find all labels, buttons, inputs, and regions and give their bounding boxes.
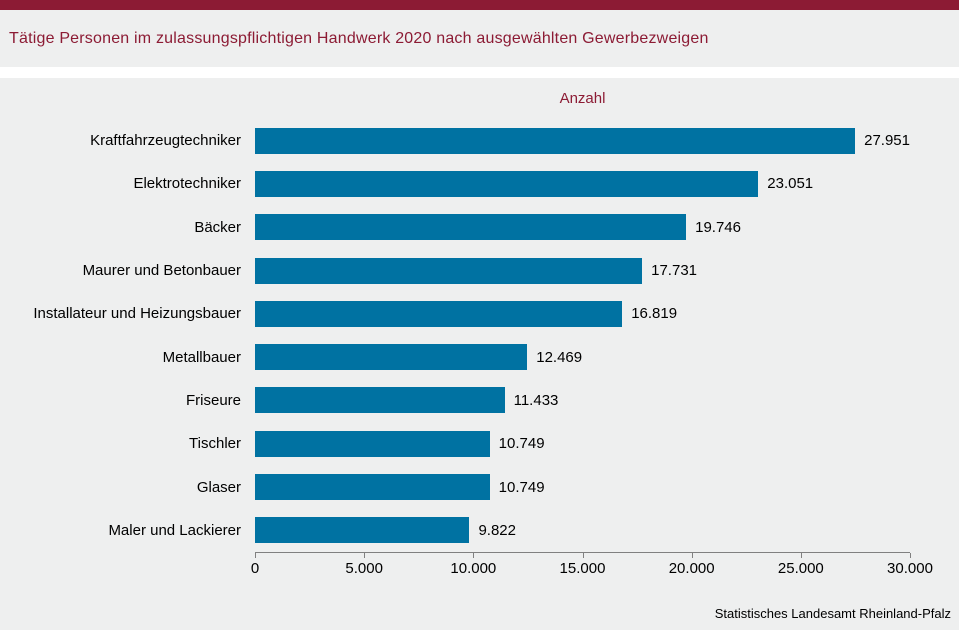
bar [255, 387, 505, 414]
bar-area: 23.051 [255, 170, 910, 197]
value-label: 23.051 [767, 175, 814, 193]
bar [255, 430, 490, 457]
category-label: Tischler [189, 435, 241, 453]
chart-rows: Kraftfahrzeugtechniker 27.951 Elektrotec… [0, 119, 959, 552]
bar [255, 517, 470, 544]
chart-row: Installateur und Heizungsbauer 16.819 [0, 292, 959, 335]
bar [255, 474, 490, 501]
axis-tick [910, 553, 911, 558]
chart-row: Friseure 11.433 [0, 379, 959, 422]
chart-row: Glaser 10.749 [0, 465, 959, 508]
category-label: Friseure [185, 391, 241, 409]
bar [255, 344, 528, 371]
axis-title: Anzahl [559, 90, 606, 107]
bar [255, 127, 856, 154]
axis-tick-label: 0 [250, 560, 260, 577]
bar [255, 300, 623, 327]
title-band: Tätige Personen im zulassungspflichtigen… [0, 10, 959, 67]
bar-area: 10.749 [255, 474, 910, 501]
axis-tick-label: 10.000 [450, 560, 497, 577]
chart-row: Tischler 10.749 [0, 422, 959, 465]
chart-row: Bäcker 19.746 [0, 206, 959, 249]
header-accent-bar [0, 0, 959, 10]
chart-row: Maurer und Betonbauer 17.731 [0, 249, 959, 292]
axis-tick [691, 553, 693, 558]
value-label: 27.951 [864, 132, 910, 150]
axis-tick [582, 553, 584, 558]
axis-tick-label: 30.000 [887, 560, 933, 577]
axis-tick [473, 553, 475, 558]
bar-area: 27.951 [255, 127, 910, 154]
source-attribution: Statistisches Landesamt Rheinland-Pfalz [714, 606, 951, 621]
value-label: 19.746 [695, 218, 741, 236]
axis-tick [364, 553, 366, 558]
category-label: Elektrotechniker [133, 175, 241, 193]
axis-tick [800, 553, 802, 558]
category-label: Installateur und Heizungsbauer [33, 305, 241, 323]
axis-tick-label: 15.000 [559, 560, 606, 577]
chart-row: Metallbauer 12.469 [0, 335, 959, 378]
category-label: Kraftfahrzeugtechniker [90, 132, 241, 150]
bar-area: 12.469 [255, 344, 910, 371]
bar [255, 257, 643, 284]
page-title: Tätige Personen im zulassungspflichtigen… [9, 29, 709, 47]
chart-row: Kraftfahrzeugtechniker 27.951 [0, 119, 959, 162]
bar-area: 10.749 [255, 430, 910, 457]
bar-area: 16.819 [255, 300, 910, 327]
bar-area: 9.822 [255, 517, 910, 544]
category-label: Glaser [196, 478, 241, 496]
title-separator [0, 67, 959, 78]
category-label: Metallbauer [162, 348, 241, 366]
value-label: 12.469 [536, 348, 583, 366]
axis-tick [255, 553, 256, 558]
value-label: 10.749 [498, 478, 545, 496]
axis-tick-label: 25.000 [777, 560, 824, 577]
value-label: 10.749 [498, 435, 545, 453]
chart-row: Maler und Lackierer 9.822 [0, 509, 959, 552]
x-axis: 0 5.000 10.000 15.000 20.000 25.000 30.000 [251, 552, 933, 583]
category-label: Maurer und Betonbauer [82, 262, 241, 280]
chart-row: Elektrotechniker 23.051 [0, 162, 959, 205]
value-label: 9.822 [478, 521, 516, 539]
category-label: Maler und Lackierer [108, 521, 241, 539]
bar-area: 11.433 [255, 387, 910, 414]
bar-area: 17.731 [255, 257, 910, 284]
bar-area: 19.746 [255, 214, 910, 241]
category-label: Bäcker [194, 218, 241, 236]
axis-tick-label: 5.000 [345, 560, 383, 577]
value-label: 17.731 [651, 262, 698, 280]
bar [255, 214, 687, 241]
axis-tick-label: 20.000 [668, 560, 715, 577]
bar [255, 170, 759, 197]
value-label: 11.433 [513, 391, 559, 409]
value-label: 16.819 [631, 305, 678, 323]
